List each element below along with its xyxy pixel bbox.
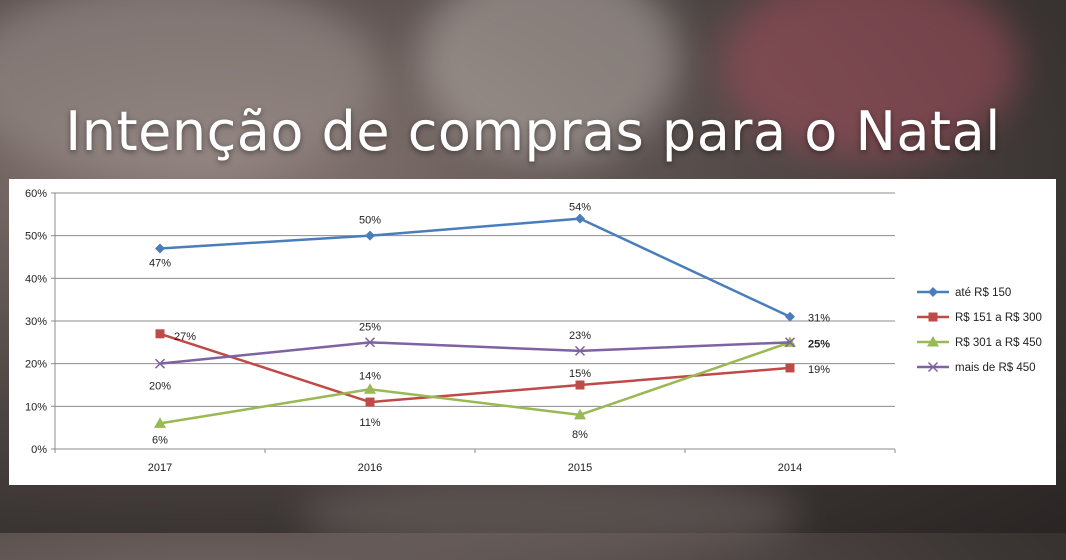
gridlines xyxy=(55,192,895,450)
x-tick-label: 2016 xyxy=(358,462,382,474)
data-point xyxy=(364,383,376,394)
data-label: 14% xyxy=(359,370,381,382)
axes: 0% 10% 20% 30% 40% 50% 60% 2017 2016 2015 2014 xyxy=(25,188,896,474)
background-blur-right xyxy=(720,0,1020,160)
legend-swatch-marker xyxy=(928,287,938,297)
data-label: 23% xyxy=(569,330,591,342)
y-tick-label: 40% xyxy=(25,273,47,285)
data-labels: 47% 50% 54% 31% 27% 11% 15% 19% 6% 14% 8% 25% 20% 25%… xyxy=(149,202,830,447)
y-tick-label: 60% xyxy=(25,188,47,200)
data-label: 20% xyxy=(149,381,171,393)
data-point xyxy=(785,311,795,322)
x-marker-stroke xyxy=(364,337,376,348)
data-label: 8% xyxy=(572,429,588,441)
x-marker-stroke xyxy=(574,345,586,356)
data-point xyxy=(155,329,165,339)
data-label: 54% xyxy=(569,202,591,214)
series-line xyxy=(159,341,791,425)
x-marker-stroke xyxy=(154,358,166,369)
y-tick-label: 10% xyxy=(25,401,47,413)
x-tick-label: 2017 xyxy=(148,462,172,474)
legend-swatch-marker xyxy=(927,361,939,373)
data-point xyxy=(575,380,585,390)
data-point xyxy=(784,337,796,348)
x-marker-stroke xyxy=(927,361,939,373)
data-label: 47% xyxy=(149,257,171,269)
legend-swatch-marker xyxy=(928,312,938,322)
legend: até R$ 150 R$ 151 a R$ 300 R$ 301 a R$ 450… xyxy=(917,287,1042,374)
line-chart: 0% 10% 20% 30% 40% 50% 60% 2017 2016 2015 2014 47%… xyxy=(25,188,1042,474)
legend-entry-label: R$ 301 a R$ 450 xyxy=(955,337,1042,349)
series-line xyxy=(159,217,791,318)
legend-swatch-marker xyxy=(927,336,939,347)
data-point xyxy=(364,337,376,348)
y-tick-label: 50% xyxy=(25,231,47,243)
series-line xyxy=(159,341,791,365)
background-blur-center xyxy=(420,0,680,160)
legend-entry-label: até R$ 150 xyxy=(955,287,1011,299)
data-point xyxy=(365,230,375,241)
data-label: 11% xyxy=(359,417,380,429)
data-label: 19% xyxy=(808,364,830,376)
x-tick-label: 2015 xyxy=(568,462,592,474)
data-point xyxy=(154,417,166,428)
data-label: 31% xyxy=(808,313,830,325)
data-point xyxy=(575,213,585,224)
data-point xyxy=(574,408,586,420)
x-tick-label: 2014 xyxy=(778,462,802,474)
series-lines xyxy=(154,213,796,428)
data-point xyxy=(155,243,165,254)
y-tick-label: 30% xyxy=(25,316,47,328)
headline: Intenção de compras para o Natal xyxy=(65,100,1001,163)
background-blur-left xyxy=(0,0,380,180)
data-point xyxy=(785,363,795,373)
data-label: 50% xyxy=(359,215,381,227)
legend-entry-label: mais de R$ 450 xyxy=(955,362,1036,374)
data-label: 25% xyxy=(359,321,381,333)
data-label: 25% xyxy=(808,338,830,350)
series-line xyxy=(159,332,791,404)
data-point xyxy=(365,397,375,407)
data-label: 27% xyxy=(174,331,196,343)
chart-panel: 0% 10% 20% 30% 40% 50% 60% 2017 2016 2015 2014 47%… xyxy=(9,179,1056,485)
y-tick-label: 0% xyxy=(31,444,47,456)
y-tick-label: 20% xyxy=(25,359,47,371)
x-marker-stroke xyxy=(784,337,796,348)
legend-entry-label: R$ 151 a R$ 300 xyxy=(955,312,1042,324)
data-point xyxy=(154,358,166,369)
data-point xyxy=(574,345,586,356)
data-label: 15% xyxy=(569,368,591,380)
data-label: 6% xyxy=(152,434,168,446)
